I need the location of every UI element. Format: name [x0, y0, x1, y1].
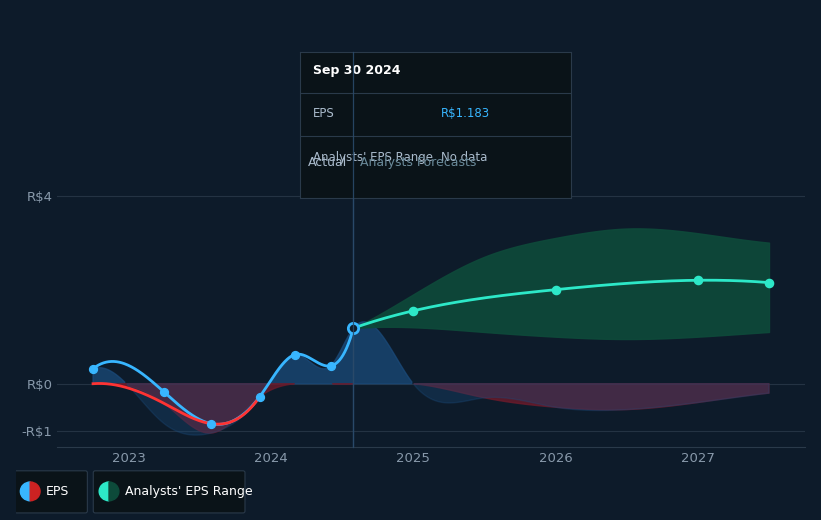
- Point: [763, 278, 776, 287]
- FancyBboxPatch shape: [94, 471, 245, 513]
- Point: [253, 393, 266, 401]
- Text: EPS: EPS: [46, 485, 69, 498]
- Text: No data: No data: [441, 151, 487, 164]
- Text: Analysts' EPS Range: Analysts' EPS Range: [125, 485, 252, 498]
- Point: [406, 307, 420, 315]
- Point: [324, 362, 337, 370]
- Wedge shape: [30, 482, 40, 501]
- Point: [288, 350, 301, 359]
- Wedge shape: [99, 482, 109, 501]
- Point: [86, 365, 99, 373]
- Text: Analysts' EPS Range: Analysts' EPS Range: [314, 151, 433, 164]
- Text: Analysts Forecasts: Analysts Forecasts: [360, 156, 476, 169]
- Wedge shape: [21, 482, 30, 501]
- Text: EPS: EPS: [314, 107, 335, 120]
- Point: [204, 420, 218, 428]
- FancyBboxPatch shape: [15, 471, 87, 513]
- Point: [549, 285, 562, 294]
- Point: [691, 276, 704, 284]
- Wedge shape: [109, 482, 119, 501]
- Point: [347, 324, 360, 332]
- Text: Actual: Actual: [308, 156, 347, 169]
- Point: [158, 388, 171, 396]
- Text: R$1.183: R$1.183: [441, 107, 489, 120]
- Text: Sep 30 2024: Sep 30 2024: [314, 63, 401, 76]
